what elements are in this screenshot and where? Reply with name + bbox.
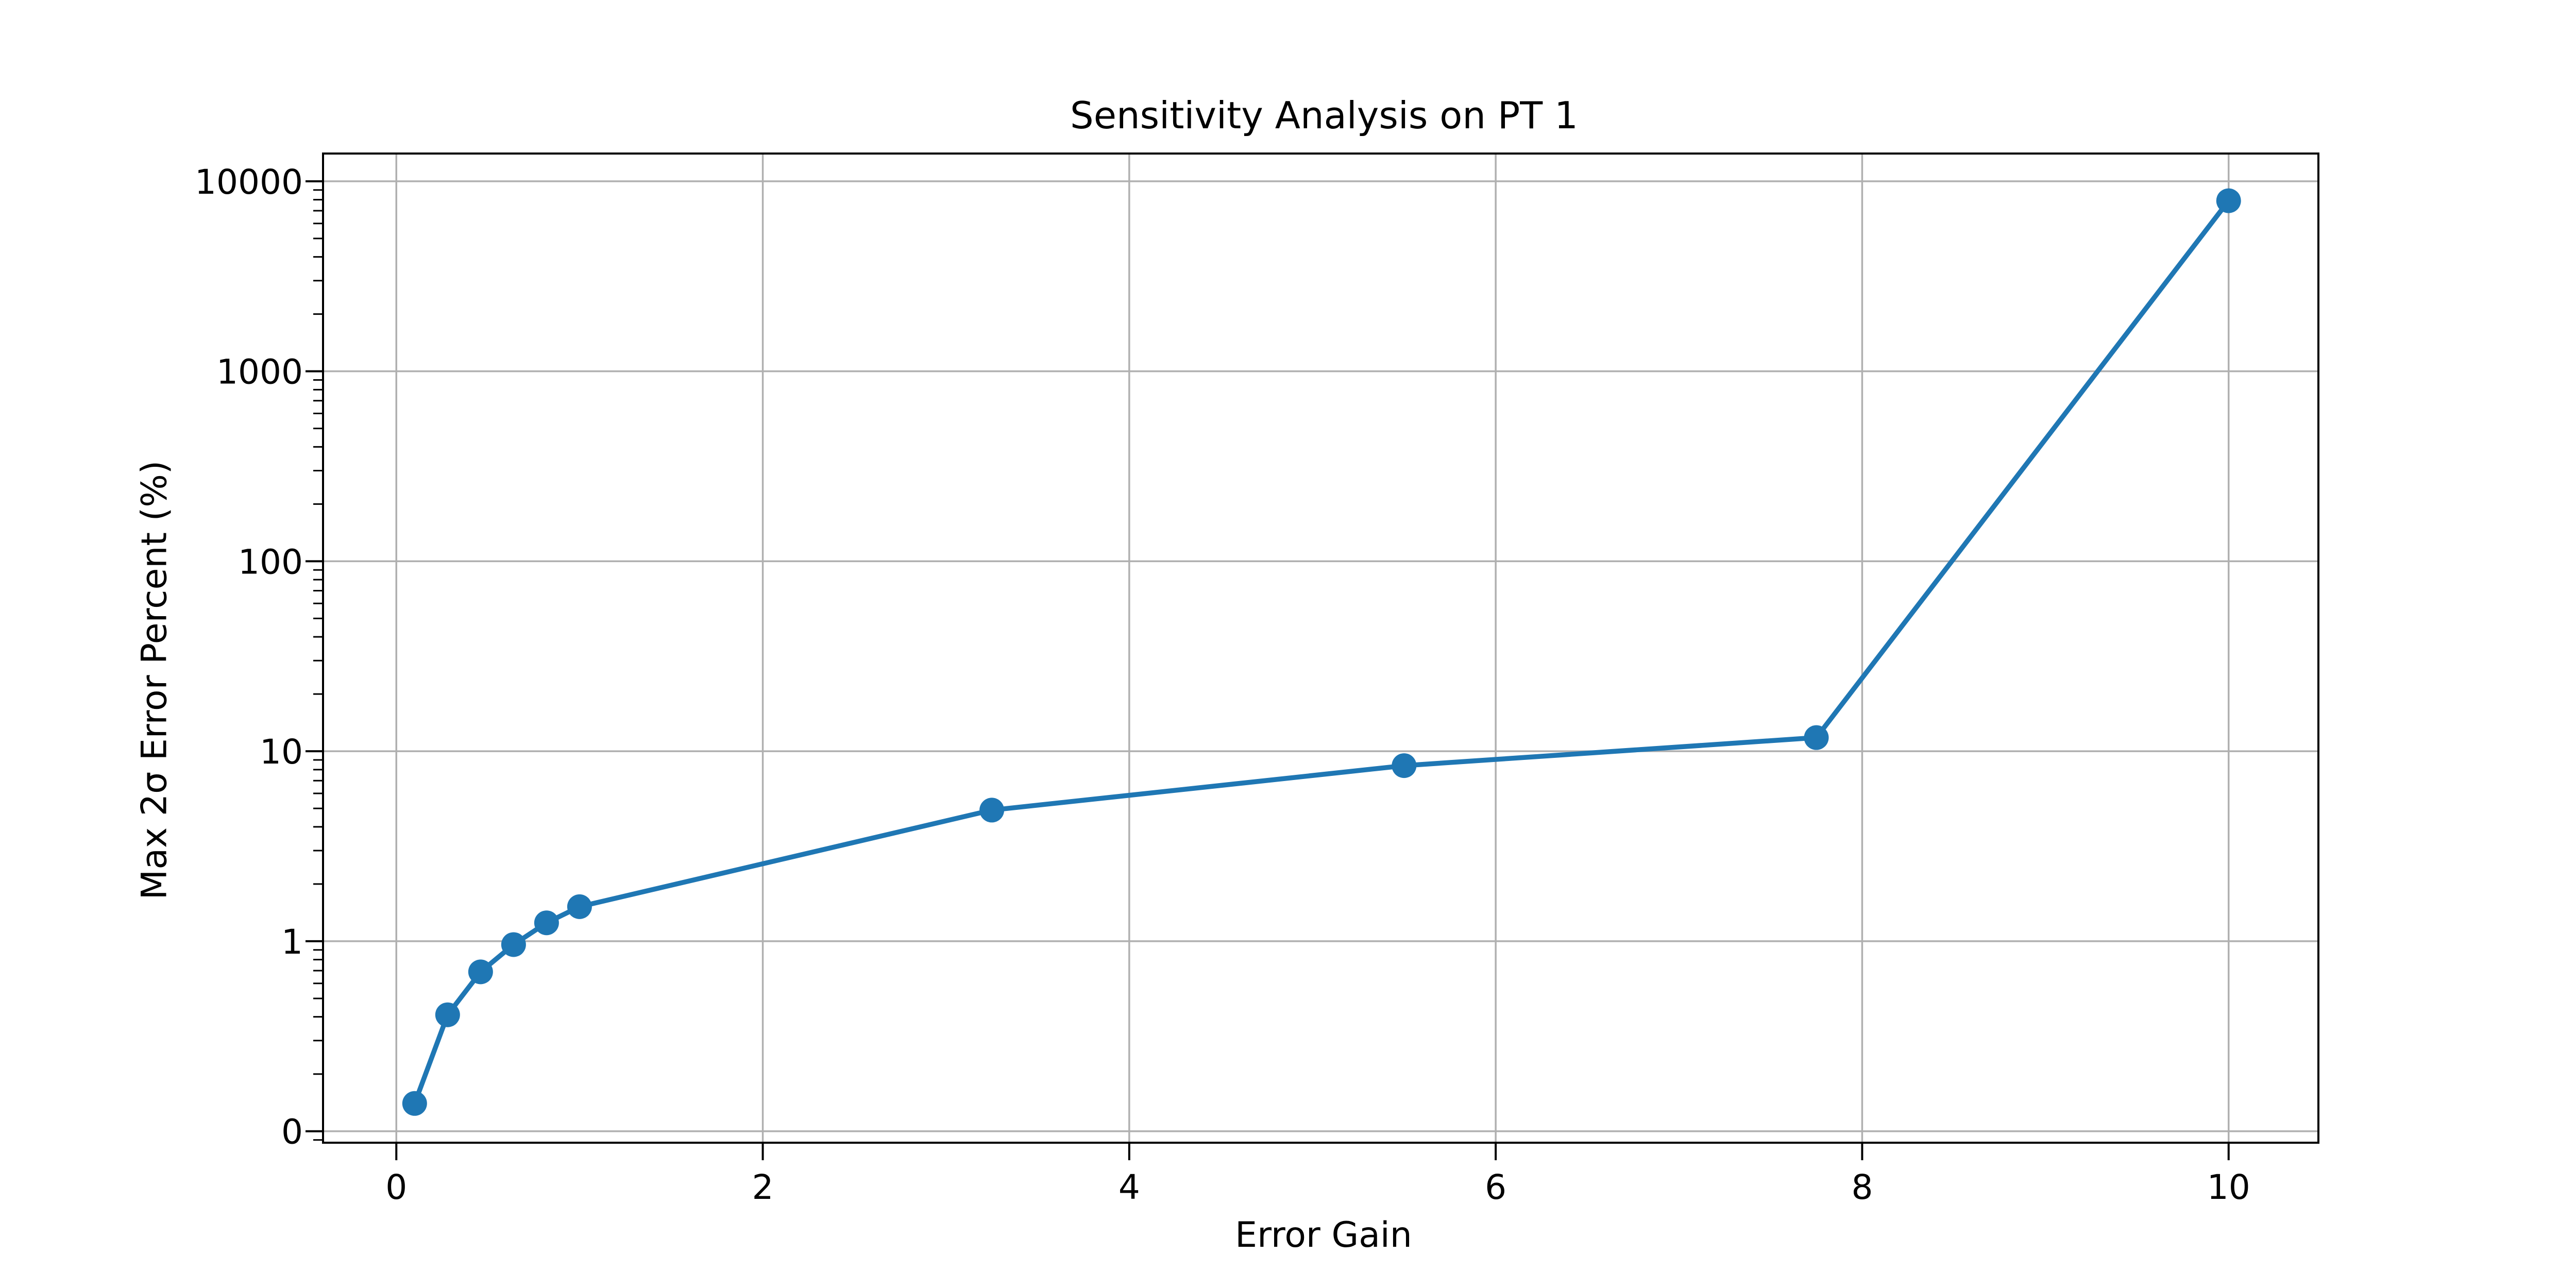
data-line	[412, 198, 2231, 1106]
y-tick-label: 10000	[195, 162, 303, 202]
data-point-marker	[2216, 188, 2241, 213]
data-point-marker	[1804, 725, 1829, 750]
axes-spines	[322, 152, 2319, 1144]
data-point-marker	[402, 1091, 427, 1116]
data-point-marker	[501, 932, 526, 957]
y-tick-label: 100	[238, 542, 303, 582]
x-tick-label: 2	[752, 1167, 774, 1207]
data-point-marker	[468, 959, 493, 985]
x-tick-label: 6	[1485, 1167, 1506, 1207]
y-axis-title: Max 2σ Error Percent (%)	[134, 460, 175, 900]
data-point-marker	[1392, 753, 1417, 778]
y-tick-label: 0	[281, 1112, 303, 1152]
y-tick-label: 1	[281, 922, 303, 962]
data-point-marker	[979, 798, 1005, 823]
data-point-marker	[435, 1002, 460, 1027]
data-point-marker	[567, 894, 592, 919]
x-tick-label: 8	[1851, 1167, 1873, 1207]
x-axis-title: Error Gain	[1235, 1215, 1412, 1256]
x-tick-label: 10	[2207, 1167, 2250, 1207]
x-tick-label: 0	[385, 1167, 407, 1207]
data-point-marker	[534, 910, 559, 936]
x-tick-label: 4	[1118, 1167, 1140, 1207]
y-tick-label: 10	[260, 732, 303, 772]
chart-title: Sensitivity Analysis on PT 1	[1070, 94, 1578, 137]
y-tick-label: 1000	[216, 352, 303, 392]
